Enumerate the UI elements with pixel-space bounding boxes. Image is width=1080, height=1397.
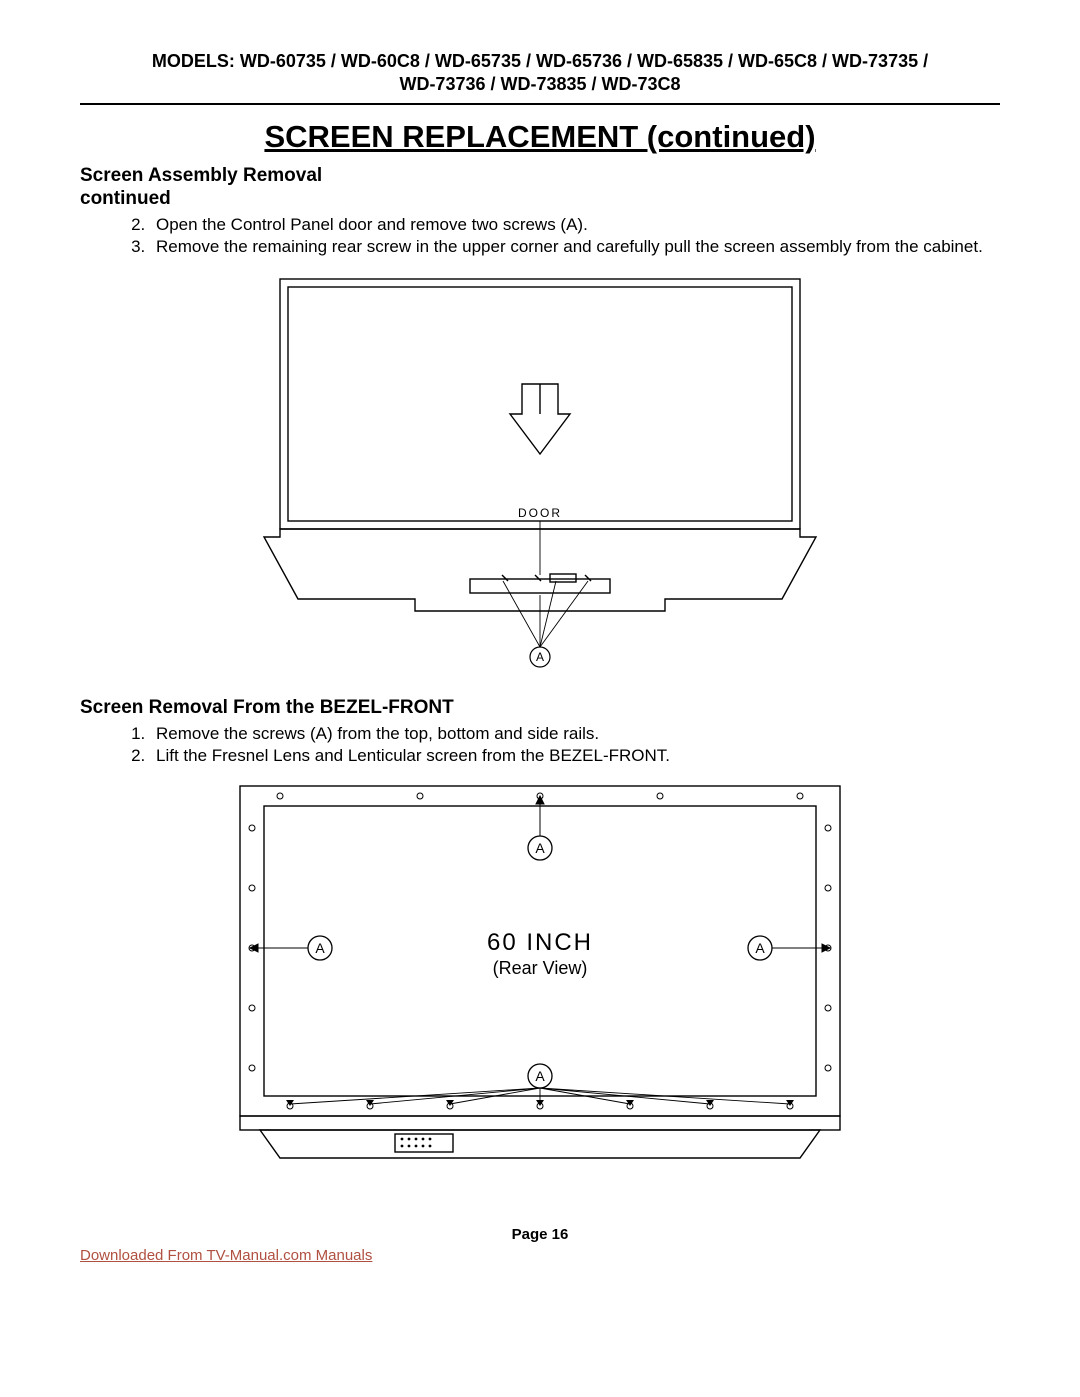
size-label: 60 INCH (487, 929, 593, 956)
circle-a-left: A (315, 940, 325, 956)
door-label: DOOR (518, 506, 562, 520)
main-title: SCREEN REPLACEMENT (continued) (80, 119, 1000, 155)
page-number: Page 16 (80, 1226, 1000, 1243)
models-line2: WD-73736 / WD-73835 / WD-73C8 (399, 74, 680, 94)
models-header: MODELS: WD-60735 / WD-60C8 / WD-65735 / … (80, 50, 1000, 97)
section2-step: Lift the Fresnel Lens and Lenticular scr… (150, 745, 1000, 767)
circle-a-bottom: A (535, 1068, 545, 1084)
section2-heading: Screen Removal From the BEZEL-FRONT (80, 697, 1000, 720)
section2-step: Remove the screws (A) from the top, bott… (150, 723, 1000, 745)
document-page: MODELS: WD-60735 / WD-60C8 / WD-65735 / … (0, 0, 1080, 1294)
download-source-link[interactable]: Downloaded From TV-Manual.com Manuals (80, 1247, 1000, 1264)
diagram2-wrap: A A A 60 INCH (Rear View) A (80, 778, 1000, 1198)
diagram1-wrap: DOOR A (80, 269, 1000, 679)
view-label: (Rear View) (493, 958, 588, 978)
circle-a-text: A (536, 650, 544, 664)
section1-step: Remove the remaining rear screw in the u… (150, 236, 1000, 258)
section1-heading: Screen Assembly Removal continued (80, 165, 1000, 211)
section2-steps: Remove the screws (A) from the top, bott… (80, 723, 1000, 767)
diagram2: A A A 60 INCH (Rear View) A (220, 778, 860, 1198)
header-rule (80, 103, 1000, 105)
section1-heading-line1: Screen Assembly Removal (80, 165, 322, 186)
circle-a-top: A (535, 840, 545, 856)
section1-heading-line2: continued (80, 188, 171, 209)
section1-step: Open the Control Panel door and remove t… (150, 214, 1000, 236)
diagram1: DOOR A (260, 269, 820, 679)
section1-steps: Open the Control Panel door and remove t… (80, 214, 1000, 258)
models-line1: MODELS: WD-60735 / WD-60C8 / WD-65735 / … (152, 51, 928, 71)
circle-a-right: A (755, 940, 765, 956)
